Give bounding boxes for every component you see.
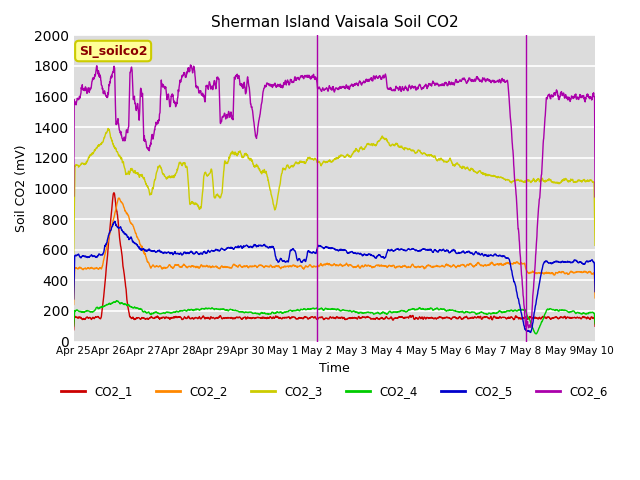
- Legend: CO2_1, CO2_2, CO2_3, CO2_4, CO2_5, CO2_6: CO2_1, CO2_2, CO2_3, CO2_4, CO2_5, CO2_6: [56, 381, 612, 403]
- Y-axis label: Soil CO2 (mV): Soil CO2 (mV): [15, 144, 28, 232]
- Text: SI_soilco2: SI_soilco2: [79, 45, 147, 58]
- Title: Sherman Island Vaisala Soil CO2: Sherman Island Vaisala Soil CO2: [211, 15, 458, 30]
- X-axis label: Time: Time: [319, 362, 349, 375]
